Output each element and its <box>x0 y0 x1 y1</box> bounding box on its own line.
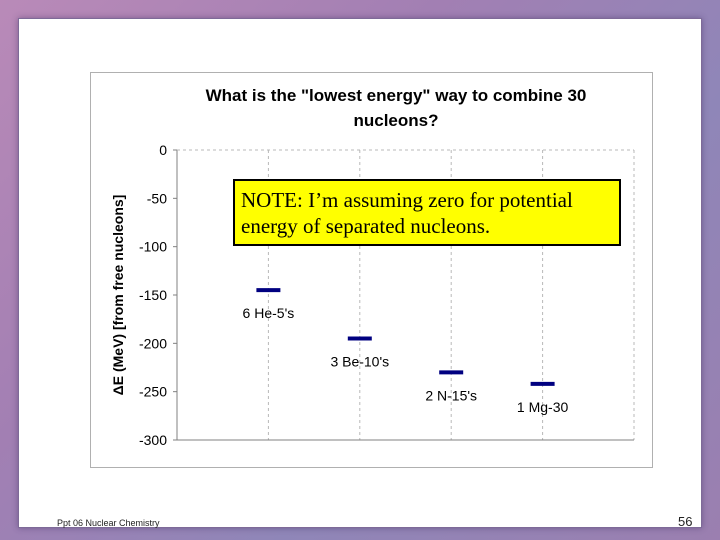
y-tick-label: -300 <box>139 432 167 448</box>
y-tick-label: -250 <box>139 384 167 400</box>
y-tick-label: 0 <box>159 142 167 158</box>
y-tick-label: -100 <box>139 239 167 255</box>
category-label: 1 Mg-30 <box>517 399 569 415</box>
footer-text: Ppt 06 Nuclear Chemistry <box>57 518 160 528</box>
energy-chart: What is the "lowest energy" way to combi… <box>110 86 635 448</box>
category-label: 3 Be-10's <box>330 354 389 370</box>
category-label: 6 He-5's <box>243 305 295 321</box>
y-tick-label: -200 <box>139 335 167 351</box>
chart-title-line: What is the "lowest energy" way to combi… <box>206 86 587 105</box>
chart-area <box>90 72 653 468</box>
chart-title-line: nucleons? <box>353 111 438 130</box>
page-number: 56 <box>678 514 693 529</box>
y-axis-label: ΔE (MeV) [from free nucleons] <box>110 195 126 396</box>
y-tick-label: -150 <box>139 287 167 303</box>
y-tick-label: -50 <box>147 190 167 206</box>
category-label: 2 N-15's <box>425 387 477 403</box>
note-box: NOTE: I’m assuming zero for potential en… <box>233 179 621 246</box>
